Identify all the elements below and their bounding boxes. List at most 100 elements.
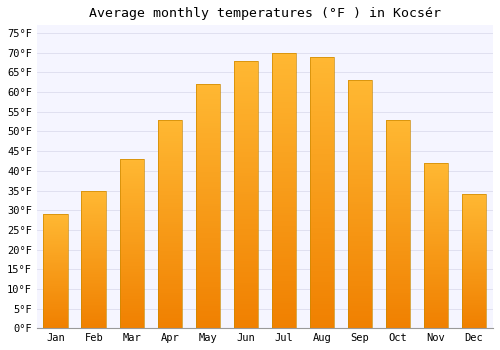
Bar bbox=[196, 191, 220, 194]
Bar bbox=[158, 268, 182, 270]
Bar bbox=[158, 282, 182, 285]
Bar bbox=[44, 240, 68, 241]
Bar bbox=[386, 124, 410, 126]
Bar bbox=[272, 135, 296, 138]
Bar bbox=[310, 255, 334, 258]
Bar bbox=[158, 287, 182, 289]
Bar bbox=[158, 305, 182, 307]
Bar bbox=[158, 136, 182, 139]
Bar bbox=[310, 323, 334, 326]
Bar bbox=[44, 271, 68, 272]
Bar bbox=[424, 325, 448, 327]
Bar bbox=[196, 309, 220, 311]
Bar bbox=[44, 280, 68, 281]
Bar bbox=[196, 289, 220, 292]
Bar bbox=[310, 285, 334, 287]
Bar bbox=[348, 299, 372, 301]
Bar bbox=[196, 201, 220, 204]
Bar bbox=[234, 114, 258, 117]
Bar bbox=[462, 275, 486, 276]
Bar bbox=[82, 234, 106, 236]
Bar bbox=[234, 280, 258, 283]
Bar bbox=[462, 327, 486, 328]
Bar bbox=[386, 203, 410, 205]
Bar bbox=[386, 141, 410, 143]
Bar bbox=[234, 120, 258, 122]
Bar bbox=[158, 324, 182, 326]
Bar bbox=[272, 127, 296, 130]
Bar bbox=[158, 309, 182, 312]
Bar bbox=[120, 166, 144, 168]
Bar bbox=[310, 97, 334, 100]
Bar bbox=[462, 209, 486, 210]
Bar bbox=[196, 162, 220, 165]
Bar bbox=[424, 214, 448, 216]
Bar bbox=[310, 233, 334, 236]
Bar bbox=[82, 251, 106, 252]
Bar bbox=[310, 225, 334, 228]
Bar bbox=[386, 166, 410, 168]
Bar bbox=[196, 226, 220, 228]
Bar bbox=[310, 144, 334, 146]
Bar bbox=[44, 260, 68, 261]
Bar bbox=[120, 321, 144, 323]
Bar bbox=[196, 133, 220, 135]
Bar bbox=[462, 323, 486, 324]
Bar bbox=[82, 254, 106, 255]
Bar bbox=[462, 200, 486, 201]
Bar bbox=[82, 221, 106, 222]
Bar bbox=[44, 251, 68, 252]
Bar bbox=[120, 193, 144, 195]
Bar bbox=[424, 312, 448, 313]
Bar bbox=[234, 130, 258, 133]
Bar bbox=[348, 318, 372, 321]
Bar bbox=[44, 220, 68, 221]
Bar bbox=[462, 289, 486, 291]
Bar bbox=[196, 277, 220, 279]
Bar bbox=[386, 128, 410, 130]
Bar bbox=[44, 273, 68, 274]
Bar bbox=[272, 265, 296, 268]
Bar bbox=[120, 250, 144, 252]
Bar bbox=[272, 141, 296, 144]
Bar bbox=[310, 203, 334, 206]
Bar bbox=[310, 160, 334, 163]
Bar bbox=[424, 327, 448, 328]
Bar bbox=[348, 103, 372, 105]
Bar bbox=[348, 214, 372, 217]
Bar bbox=[82, 317, 106, 318]
Bar bbox=[44, 304, 68, 306]
Bar bbox=[82, 268, 106, 269]
Bar bbox=[234, 138, 258, 141]
Bar bbox=[462, 239, 486, 240]
Bar bbox=[120, 239, 144, 240]
Bar bbox=[234, 112, 258, 114]
Bar bbox=[424, 181, 448, 183]
Bar bbox=[44, 284, 68, 285]
Bar bbox=[386, 220, 410, 222]
Bar bbox=[44, 243, 68, 244]
Bar bbox=[424, 183, 448, 184]
Bar bbox=[82, 266, 106, 268]
Bar bbox=[462, 304, 486, 306]
Bar bbox=[120, 235, 144, 237]
Bar bbox=[234, 210, 258, 213]
Bar bbox=[120, 229, 144, 230]
Bar bbox=[234, 63, 258, 66]
Bar bbox=[386, 324, 410, 326]
Bar bbox=[386, 182, 410, 184]
Bar bbox=[44, 319, 68, 320]
Bar bbox=[462, 276, 486, 277]
Bar bbox=[196, 299, 220, 301]
Bar bbox=[158, 239, 182, 240]
Bar bbox=[462, 210, 486, 212]
Bar bbox=[462, 255, 486, 256]
Bar bbox=[158, 220, 182, 222]
Bar bbox=[196, 228, 220, 231]
Bar bbox=[234, 144, 258, 146]
Bar bbox=[234, 296, 258, 299]
Bar bbox=[462, 271, 486, 272]
Bar bbox=[272, 53, 296, 56]
Bar bbox=[424, 219, 448, 221]
Bar bbox=[44, 248, 68, 250]
